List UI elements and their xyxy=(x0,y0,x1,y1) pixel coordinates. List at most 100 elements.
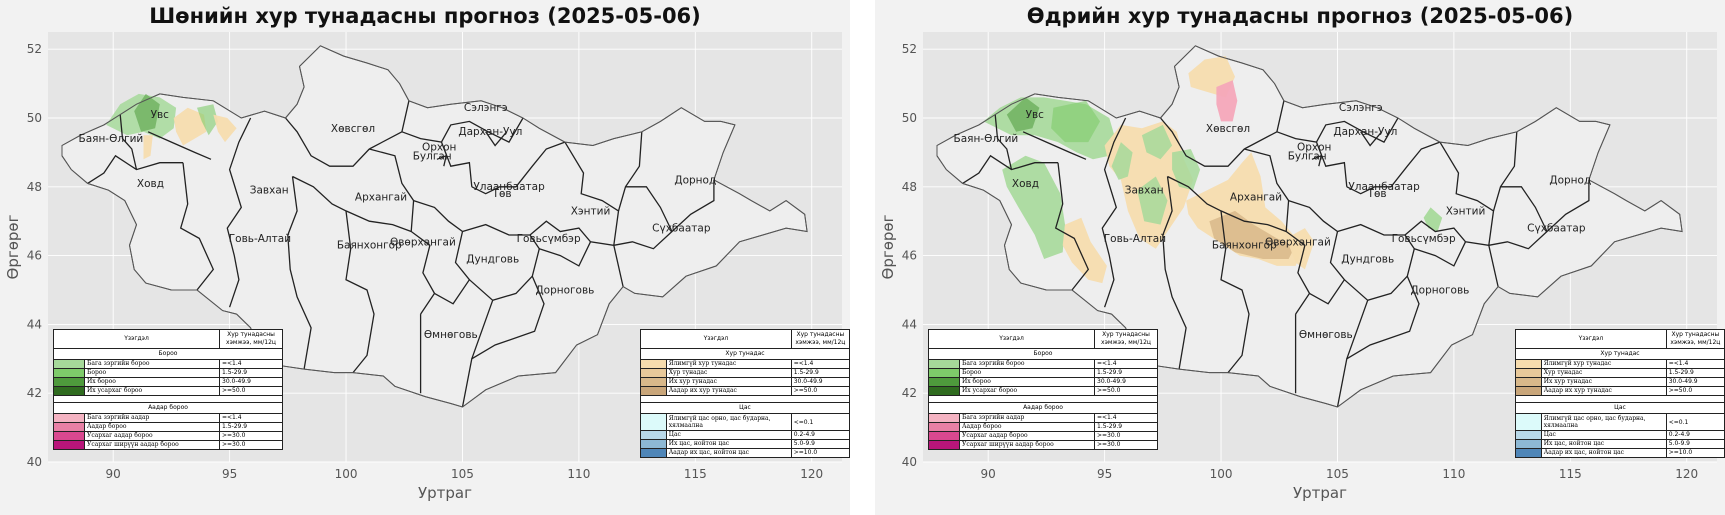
x-tick-label: 100 xyxy=(335,467,358,481)
legend-label: Их цас, нойтон цас xyxy=(665,439,792,449)
legend-row: Усархаг аадар бороо >=30.0 xyxy=(928,431,1158,441)
legend-value: =<1.4 xyxy=(219,359,283,369)
legend-precip-snow-table: Үзэгдэл Хур тунадасны хэмжээ, мм/12ц Хур т… xyxy=(1515,329,1725,458)
y-tick-label: 44 xyxy=(902,317,917,331)
legend-row: Хур тунадас 1.5-29.9 xyxy=(1515,368,1725,378)
y-tick-label: 50 xyxy=(902,111,917,125)
night-forecast-map: Увс Баян-Өлгий Ховд Завхан Говь-Алтай Хөвсгөл… xyxy=(4,32,842,502)
legend-label: Усархаг ширүүн аадар бороо xyxy=(959,440,1095,450)
legend-row: Цас 0.2-4.9 xyxy=(640,430,851,440)
legend-label: Ялимгүй цас орно, цас бударна, хялмаална xyxy=(1540,413,1667,431)
aimag-label: Дорнод xyxy=(1549,174,1591,186)
legend-label: Аадар их цас, нойтон цас xyxy=(1540,448,1667,458)
legend-value: 1.5-29.9 xyxy=(1665,368,1725,378)
legend-swatch xyxy=(1515,359,1542,369)
x-tick-label: 95 xyxy=(222,467,237,481)
x-axis-label: Уртраг xyxy=(1293,484,1347,502)
x-tick-label: 115 xyxy=(1559,467,1582,481)
legend-swatch xyxy=(640,386,667,396)
legend-swatch xyxy=(928,431,960,441)
legend-label: Их цас, нойтон цас xyxy=(1540,439,1667,449)
aimag-label: Говьсүмбэр xyxy=(1392,233,1456,245)
legend-value: 0.2-4.9 xyxy=(790,430,851,440)
legend-value: <=0.1 xyxy=(790,413,851,431)
legend-col-phenomenon: Үзэгдэл xyxy=(640,329,792,349)
legend-label: Их хур тунадас xyxy=(1540,377,1667,387)
legend-value: >=10.0 xyxy=(790,448,851,458)
map-title: Өдрийн хур тунадасны прогноз (2025-05-06… xyxy=(1026,4,1574,28)
legend-col-phenomenon: Үзэгдэл xyxy=(928,329,1095,349)
legend-row: Аадар их хур тунадас >=50.0 xyxy=(1515,386,1725,396)
province-borders xyxy=(962,100,1590,408)
legend-swatch xyxy=(53,377,85,387)
legend-section-heading: Аадар бороо xyxy=(928,402,1158,414)
legend-swatch xyxy=(640,439,667,449)
legend-col-amount: Хур тунадасны хэмжээ, мм/12ц xyxy=(219,329,283,349)
day-forecast-panel: Өдрийн хур тунадасны прогноз (2025-05-06… xyxy=(875,0,1725,515)
aimag-label: Хэнтий xyxy=(571,205,611,217)
legend-col-amount: Хур тунадасны хэмжээ, мм/12ц xyxy=(1665,329,1725,349)
aimag-label: Өвөрхангай xyxy=(390,236,456,248)
legend-label: Их усархаг бороо xyxy=(959,386,1095,396)
legend-value: >=50.0 xyxy=(1665,386,1725,396)
legend-label: Их бороо xyxy=(959,377,1095,387)
x-tick-label: 120 xyxy=(1675,467,1698,481)
legend-swatch xyxy=(640,368,667,378)
legend-row: Их усархаг бороо >=50.0 xyxy=(53,386,283,396)
legend-value: >=50.0 xyxy=(1094,386,1158,396)
legend-value: >=30.0 xyxy=(219,431,283,441)
legend-col-phenomenon: Үзэгдэл xyxy=(1515,329,1667,349)
legend-label: Усархаг аадар бороо xyxy=(84,431,220,441)
legend-label: Их хур тунадас xyxy=(665,377,792,387)
legend-row: Их цас, нойтон цас 5.0-9.9 xyxy=(640,439,851,449)
aimag-label: Хэнтий xyxy=(1446,205,1486,217)
y-tick-label: 44 xyxy=(27,317,42,331)
x-tick-label: 90 xyxy=(106,467,121,481)
legend-swatch xyxy=(640,448,667,458)
aimag-label: Архангай xyxy=(1230,192,1282,204)
x-tick-label: 110 xyxy=(567,467,590,481)
legend-label: Аадар бороо xyxy=(959,422,1095,432)
legend-label: Бороо xyxy=(84,368,220,378)
legend-value: >=10.0 xyxy=(1665,448,1725,458)
legend-row: Их усархаг бороо >=50.0 xyxy=(928,386,1158,396)
legend-label: Хур тунадас xyxy=(665,368,792,378)
legend-swatch xyxy=(1515,368,1542,378)
legend-label: Бага зэргийн бороо xyxy=(959,359,1095,369)
map-title: Шөнийн хур тунадасны прогноз (2025-05-06… xyxy=(149,4,701,28)
precipitation-areas xyxy=(106,93,237,160)
legend-value: <=0.1 xyxy=(1665,413,1725,431)
legend-row: Хур тунадас 1.5-29.9 xyxy=(640,368,851,378)
aimag-label: Дундговь xyxy=(1341,253,1394,265)
province-borders xyxy=(87,100,715,408)
x-tick-label: 105 xyxy=(1326,467,1349,481)
aimag-label: Говь-Алтай xyxy=(1104,233,1166,245)
x-axis-label: Уртраг xyxy=(418,484,472,502)
legend-label: Цас xyxy=(665,430,792,440)
legend-swatch xyxy=(1515,439,1542,449)
legend-swatch xyxy=(53,386,85,396)
legend-label: Бага зэргийн аадар xyxy=(84,413,220,423)
y-tick-label: 48 xyxy=(27,180,42,194)
legend-value: 1.5-29.9 xyxy=(219,422,283,432)
legend-swatch xyxy=(1515,386,1542,396)
legend-row: Усархаг ширүүн аадар бороо >=30.0 xyxy=(53,440,283,450)
legend-swatch xyxy=(1515,448,1542,458)
legend-value: >=50.0 xyxy=(219,386,283,396)
legend-swatch xyxy=(53,431,85,441)
legend-section-heading: Хур тунадас xyxy=(640,348,850,360)
legend-swatch xyxy=(1515,413,1542,431)
legend-section-heading: Цас xyxy=(1515,402,1725,414)
aimag-label: Хөвсгөл xyxy=(331,123,375,135)
aimag-label: Сэлэнгэ xyxy=(1339,102,1383,114)
legend-row: Их бороо 30.0-49.9 xyxy=(928,377,1158,387)
y-tick-label: 48 xyxy=(902,180,917,194)
legend-swatch xyxy=(928,386,960,396)
aimag-label: Завхан xyxy=(1125,185,1164,197)
legend-swatch xyxy=(640,359,667,369)
aimag-label: Баянхонгор xyxy=(337,240,402,252)
precipitation-areas xyxy=(983,56,1443,284)
legend-row: Бага зэргийн аадар =<1.4 xyxy=(928,413,1158,423)
y-tick-label: 40 xyxy=(902,455,917,469)
y-tick-label: 52 xyxy=(902,42,917,56)
